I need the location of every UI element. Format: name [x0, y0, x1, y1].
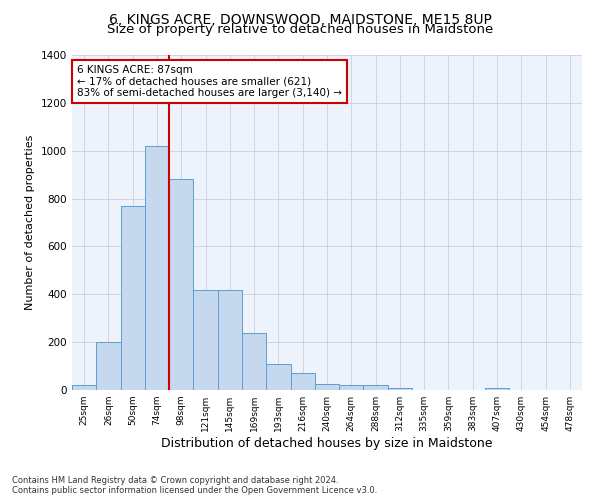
- Bar: [193, 290, 218, 390]
- Bar: [72, 385, 96, 390]
- Bar: [315, 384, 339, 390]
- Bar: [169, 180, 193, 390]
- Bar: [266, 364, 290, 390]
- Text: Contains HM Land Registry data © Crown copyright and database right 2024.
Contai: Contains HM Land Registry data © Crown c…: [12, 476, 377, 495]
- Bar: [388, 388, 412, 390]
- Bar: [145, 146, 169, 390]
- Bar: [339, 385, 364, 390]
- Bar: [96, 342, 121, 390]
- Text: 6 KINGS ACRE: 87sqm
← 17% of detached houses are smaller (621)
83% of semi-detac: 6 KINGS ACRE: 87sqm ← 17% of detached ho…: [77, 65, 342, 98]
- Text: Size of property relative to detached houses in Maidstone: Size of property relative to detached ho…: [107, 22, 493, 36]
- Bar: [485, 388, 509, 390]
- X-axis label: Distribution of detached houses by size in Maidstone: Distribution of detached houses by size …: [161, 437, 493, 450]
- Bar: [290, 373, 315, 390]
- Bar: [121, 206, 145, 390]
- Text: 6, KINGS ACRE, DOWNSWOOD, MAIDSTONE, ME15 8UP: 6, KINGS ACRE, DOWNSWOOD, MAIDSTONE, ME1…: [109, 12, 491, 26]
- Bar: [364, 385, 388, 390]
- Bar: [218, 290, 242, 390]
- Bar: [242, 332, 266, 390]
- Y-axis label: Number of detached properties: Number of detached properties: [25, 135, 35, 310]
